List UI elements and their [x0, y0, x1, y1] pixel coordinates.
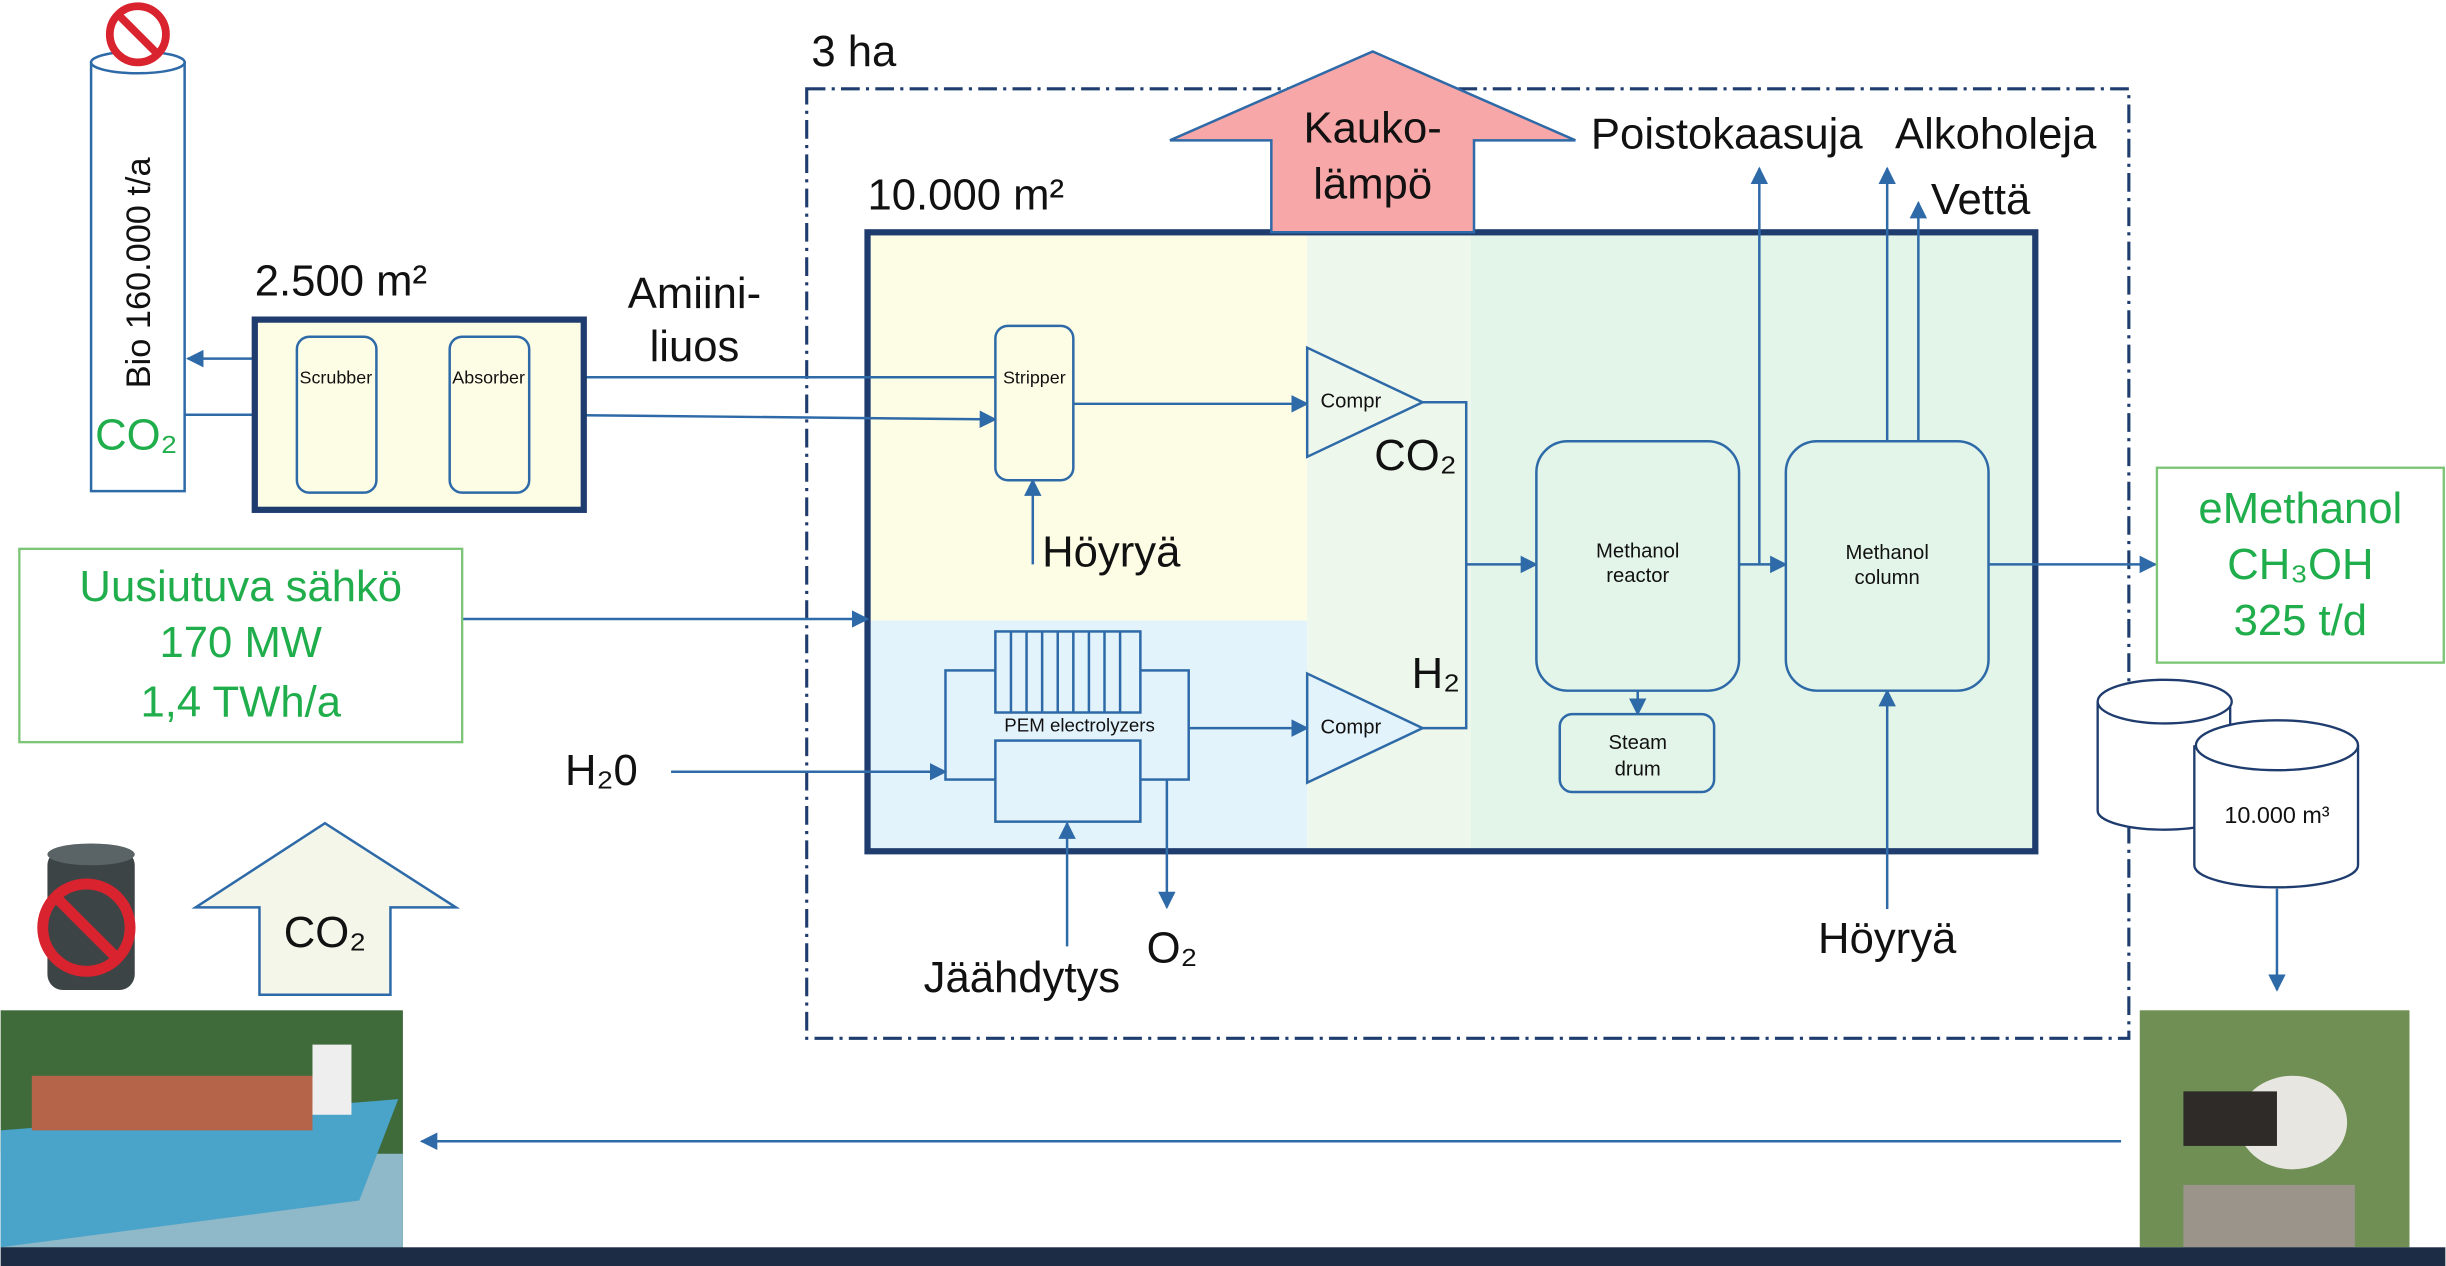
unit-label: PEM electrolyzers [1004, 714, 1155, 735]
unit-label: Compr [1320, 716, 1381, 738]
unit-label: Compr [1320, 391, 1381, 413]
barrel [43, 843, 135, 990]
stack-label: Bio 160.000 t/a [120, 157, 158, 389]
unit-label: reactor [1606, 565, 1669, 587]
unit-label: Methanol [1846, 542, 1929, 564]
heat-label: lämpö [1313, 160, 1432, 209]
steam-label: Höyryä [1818, 914, 1957, 963]
unit-label: Methanol [1596, 540, 1679, 562]
plant-area: 10.000 m² [868, 171, 1064, 220]
water-in-label: H₂0 [565, 746, 638, 795]
emission-label: CO₂ [284, 908, 366, 957]
train-image [2140, 1010, 2410, 1247]
heat-label: Kauko- [1304, 103, 1442, 152]
diagram: 3 ha 10.000 m² Kauko- lämpö Poistokaasuj… [0, 0, 2446, 1266]
unit-label: Absorber [452, 368, 525, 388]
stripper [995, 326, 1073, 480]
offgas-label: Poistokaasuja [1591, 110, 1863, 159]
co2-label: CO₂ [1374, 431, 1456, 480]
unit-label: column [1855, 567, 1920, 589]
source-gas: CO₂ [95, 411, 177, 460]
ship-image [1, 1010, 403, 1247]
solvent-label: Amiini- [628, 269, 761, 318]
product-label: CH₃OH [2227, 540, 2373, 589]
alcohols-label: Alkoholeja [1895, 110, 2097, 159]
unit-label: Scrubber [300, 368, 373, 388]
site-area: 3 ha [811, 27, 897, 76]
h2-label: H₂ [1412, 649, 1460, 698]
storage-tanks [2098, 680, 2358, 888]
footer-bar [1, 1247, 2446, 1266]
steam-label: Höyryä [1042, 528, 1181, 577]
unit-label: drum [1615, 759, 1661, 781]
unit-label: Steam [1608, 732, 1667, 754]
capture-area: 2.500 m² [255, 256, 427, 305]
scrubber [297, 337, 377, 493]
oxygen-label: O₂ [1147, 924, 1198, 973]
storage-label: 10.000 m³ [2224, 802, 2329, 828]
cooling-label: Jäähdytys [924, 953, 1121, 1002]
product-label: 325 t/d [2234, 596, 2367, 645]
power-label: Uusiutuva sähkö [79, 562, 402, 611]
power-label: 170 MW [160, 618, 323, 667]
product-label: eMethanol [2198, 484, 2402, 533]
absorber [450, 337, 530, 493]
water-label: Vettä [1931, 175, 2031, 224]
power-label: 1,4 TWh/a [140, 677, 341, 726]
unit-label: Stripper [1003, 368, 1066, 388]
solvent-label: liuos [650, 322, 740, 371]
